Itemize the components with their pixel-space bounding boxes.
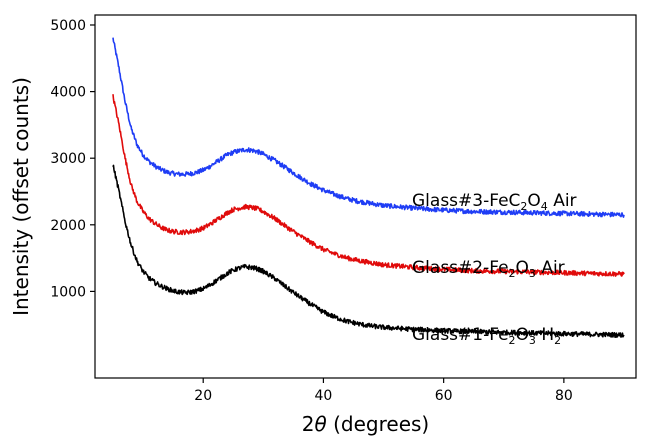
series-labels: Glass#3-FeC2O4 Air Glass#2-Fe2O3 Air Glass… xyxy=(412,191,577,347)
x-tick-label: 40 xyxy=(315,388,333,404)
y-tick-label: 3000 xyxy=(50,151,86,167)
series-line-1 xyxy=(112,37,625,218)
y-tick-label: 4000 xyxy=(50,85,86,101)
series-layer xyxy=(112,37,625,339)
y-tick-label: 1000 xyxy=(50,284,86,300)
x-tick-label: 60 xyxy=(435,388,453,404)
series-line-3 xyxy=(112,164,625,339)
x-tick-label: 80 xyxy=(555,388,573,404)
series-label-2: Glass#2-Fe2O3 Air xyxy=(412,258,565,280)
y-tick-label: 5000 xyxy=(50,18,86,34)
y-axis-title: Intensity (offset counts) xyxy=(9,77,33,316)
y-axis-ticks: 1000 2000 3000 4000 5000 xyxy=(50,18,95,300)
series-label-3: Glass#1-Fe2O3 H2 xyxy=(412,325,561,347)
plot-frame xyxy=(94,14,637,379)
x-axis-ticks: 20 40 60 80 xyxy=(194,378,573,404)
y-tick-label: 2000 xyxy=(50,218,86,234)
series-line-2 xyxy=(112,94,625,277)
series-label-1: Glass#3-FeC2O4 Air xyxy=(412,191,577,213)
x-tick-label: 20 xyxy=(194,388,212,404)
x-axis-title: 2θ (degrees) xyxy=(302,412,429,436)
